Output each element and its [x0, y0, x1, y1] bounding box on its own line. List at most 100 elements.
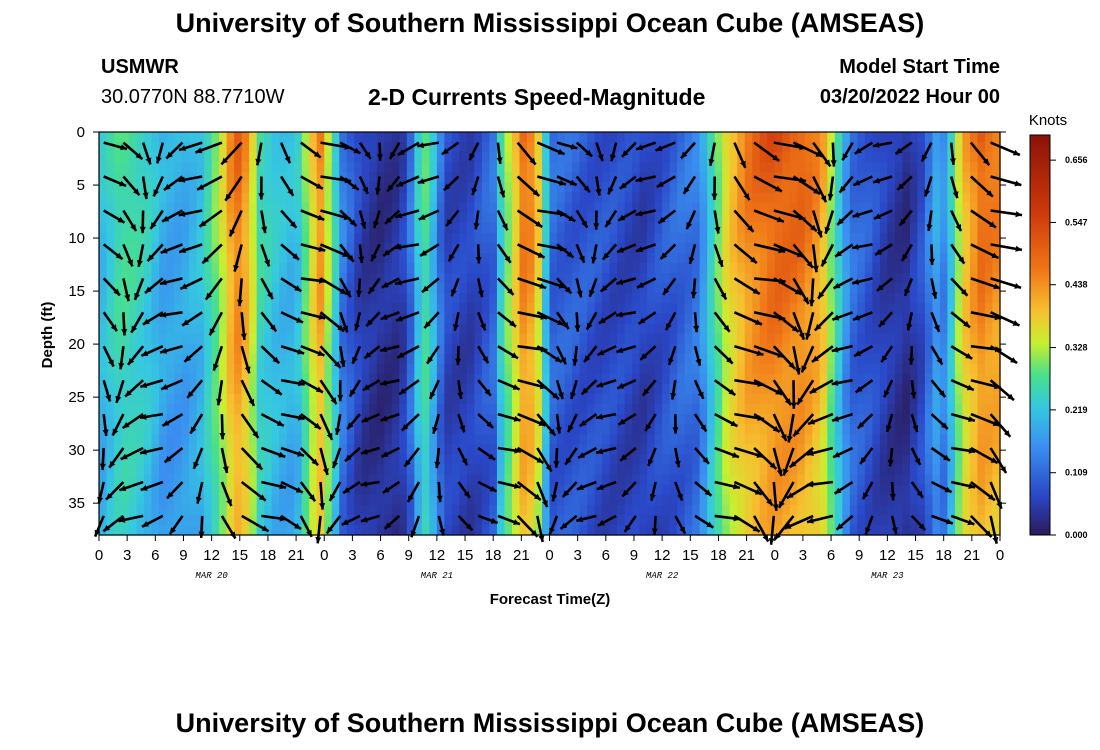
heatmap-cell [496, 494, 506, 506]
heatmap-cell [526, 424, 536, 435]
heatmap-cell [602, 182, 611, 194]
heatmap-cell [692, 273, 701, 284]
heatmap-cell [602, 373, 611, 385]
heatmap-cell [444, 252, 453, 264]
heatmap-cell [669, 162, 678, 173]
heatmap-cell [136, 293, 145, 304]
heatmap-cell [624, 273, 633, 284]
heatmap-cell [519, 404, 528, 415]
heatmap-cell [511, 484, 521, 496]
heatmap-cell [369, 172, 378, 183]
heatmap-cell [436, 212, 445, 224]
heatmap-cell [129, 313, 138, 325]
heatmap-cell [669, 182, 678, 194]
heatmap-cell [677, 262, 686, 274]
heatmap-cell [947, 242, 956, 254]
heatmap-cell [864, 414, 873, 425]
heatmap-cell [474, 313, 483, 325]
heatmap-cell [106, 504, 115, 516]
heatmap-cell [767, 474, 776, 486]
heatmap-cell [459, 152, 468, 163]
heatmap-cell [151, 524, 160, 536]
heatmap-cell [361, 353, 370, 365]
heatmap-cell [737, 162, 746, 173]
heatmap-cell [376, 484, 385, 496]
heatmap-cell [879, 172, 888, 183]
heatmap-cell [526, 172, 536, 183]
heatmap-cell [541, 393, 551, 405]
heatmap-cell [759, 434, 768, 445]
heatmap-cell [579, 293, 588, 304]
heatmap-cell [406, 283, 415, 294]
heatmap-cell [541, 424, 551, 435]
heatmap-cell [414, 212, 423, 224]
heatmap-cell [196, 414, 205, 425]
heatmap-cell [587, 313, 596, 325]
heatmap-cell [924, 504, 934, 516]
heatmap-cell [924, 484, 934, 496]
heatmap-cell [977, 454, 986, 466]
heatmap-cell [932, 242, 941, 254]
heatmap-cell [534, 293, 543, 304]
heatmap-cell [797, 343, 806, 355]
heatmap-cell [129, 504, 138, 516]
heatmap-cell [827, 323, 836, 335]
heatmap-cell [286, 353, 295, 365]
heatmap-cell [496, 373, 506, 385]
heatmap-cell [587, 152, 596, 163]
heatmap-cell [189, 202, 198, 214]
current-arrow [102, 413, 109, 437]
heatmap-cell [196, 192, 205, 204]
heatmap-cell [932, 162, 941, 173]
heatmap-cell [541, 182, 551, 194]
heatmap-cell [451, 162, 460, 173]
heatmap-cell [902, 232, 911, 244]
current-arrow-head [166, 151, 173, 159]
heatmap-cell [166, 172, 175, 183]
heatmap-cell [677, 504, 686, 516]
heatmap-cell [481, 252, 491, 264]
heatmap-cell [752, 414, 761, 425]
heatmap-cell [834, 333, 843, 345]
heatmap-cell [572, 242, 581, 254]
heatmap-cell [121, 222, 130, 234]
heatmap-cell [662, 202, 671, 214]
heatmap-cell [909, 232, 919, 244]
heatmap-cell [414, 232, 423, 244]
heatmap-cell [159, 504, 168, 516]
heatmap-cell [887, 222, 896, 234]
heatmap-cell [256, 524, 265, 536]
heatmap-cell [954, 484, 964, 496]
heatmap-cell [541, 333, 551, 345]
heatmap-cell [602, 242, 611, 254]
heatmap-cell [346, 222, 355, 234]
heatmap-cell [857, 404, 866, 415]
current-arrow-head [113, 288, 120, 296]
heatmap-cell [264, 242, 273, 254]
heatmap-cell [902, 273, 911, 284]
heatmap-cell [812, 283, 821, 294]
heatmap-cell [354, 353, 363, 365]
heatmap-cell [346, 373, 355, 385]
heatmap-cell [369, 132, 378, 143]
heatmap-cell [932, 353, 941, 365]
heatmap-cell [511, 182, 521, 194]
heatmap-cell [136, 232, 145, 244]
heatmap-cell [872, 202, 881, 214]
heatmap-cell [354, 474, 363, 486]
heatmap-cell [376, 162, 385, 173]
heatmap-cell [264, 313, 273, 325]
heatmap-cell [647, 162, 656, 173]
heatmap-cell [406, 363, 415, 375]
heatmap-cell [774, 424, 783, 435]
heatmap-cell [572, 303, 581, 314]
heatmap-cell [737, 494, 746, 506]
heatmap-cell [534, 323, 543, 335]
heatmap-cell [804, 444, 813, 455]
heatmap-cell [466, 363, 476, 375]
heatmap-cell [849, 524, 858, 536]
heatmap-cell [962, 333, 971, 345]
heatmap-cell [421, 162, 430, 173]
heatmap-cell [301, 454, 310, 466]
heatmap-cell [677, 474, 686, 486]
